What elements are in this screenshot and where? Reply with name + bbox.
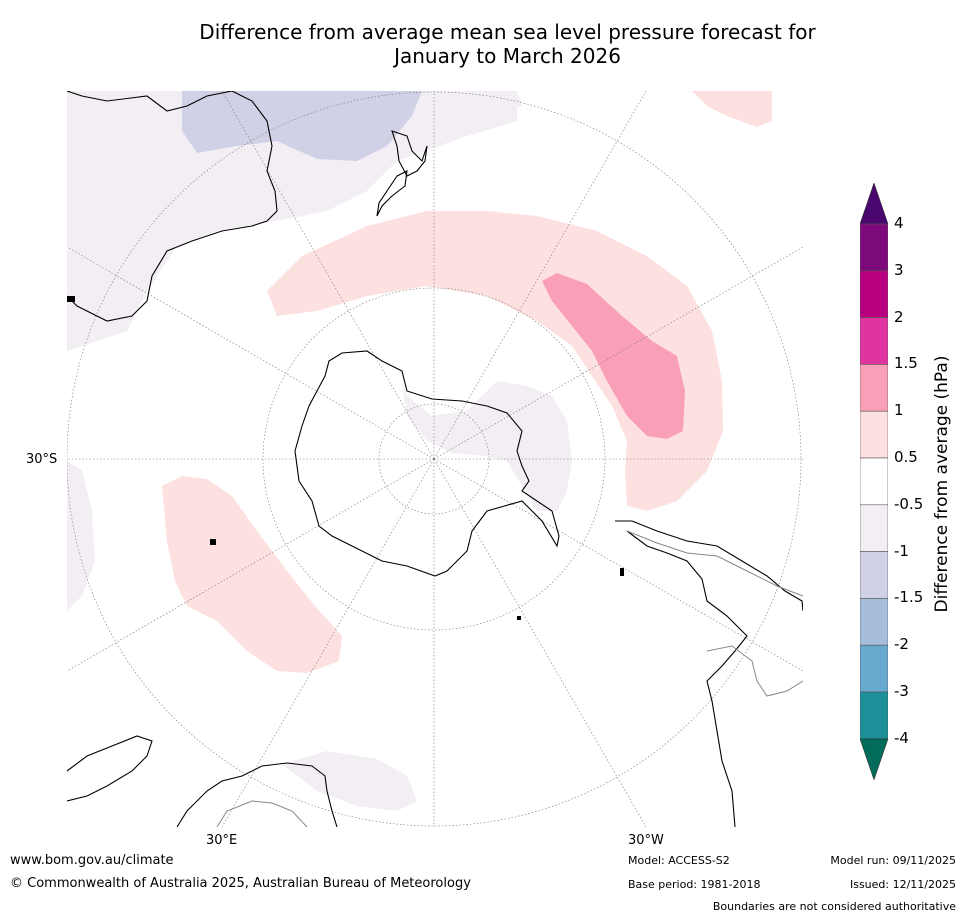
colorbar-segment-neutral — [860, 457, 888, 506]
label-lon-30e: 30°E — [206, 833, 238, 848]
colorbar-segment-c2_3 — [860, 270, 888, 318]
colorbar — [860, 183, 888, 780]
colorbar-segment-cm2_m3 — [860, 644, 888, 693]
region-pink-pacific-arc — [267, 211, 723, 511]
colorbar-segment-c3_4 — [860, 223, 888, 272]
coastline-south-america-2 — [626, 530, 748, 827]
colorbar-segment-cm1_m15 — [860, 551, 888, 599]
footer-url[interactable]: www.bom.gov.au/climate — [10, 853, 174, 868]
colorbar-tick: 1 — [894, 401, 904, 420]
footer-issued: Issued: 12/11/2025 — [849, 878, 956, 891]
colorbar-title: Difference from average (hPa) — [932, 355, 952, 613]
lat-circle-mid — [262, 287, 606, 631]
colorbar-extend-top — [860, 183, 888, 225]
colorbar-tick: 2 — [894, 307, 904, 326]
coastline-madagascar — [67, 735, 153, 802]
footer-model: Model: ACCESS-S2 — [628, 854, 730, 867]
footer-copyright: © Commonwealth of Australia 2025, Austra… — [10, 876, 471, 891]
lat-circle-inner — [378, 403, 490, 515]
region-pink-southern-atlantic — [162, 476, 342, 673]
colorbar-tick: -1 — [894, 541, 909, 560]
colorbar-segment-c15_2 — [860, 317, 888, 365]
region-lavender-australia-upper — [417, 91, 522, 116]
colorbar-segment-cm15_m2 — [860, 598, 888, 646]
region-blue-australia — [182, 91, 422, 161]
region-lavender-africa — [282, 751, 417, 811]
colorbar-tick: 4 — [894, 214, 904, 232]
coastline-new-zealand-north — [391, 130, 428, 177]
colorbar-segment-c1_15 — [860, 364, 888, 412]
colorbar-tick: -0.5 — [894, 494, 924, 513]
colorbar-segment-c05_1 — [860, 410, 888, 459]
coastline-antarctica — [294, 350, 560, 577]
colorbar-segment-cm05_m1 — [860, 504, 888, 552]
colorbar-tick: -3 — [894, 682, 909, 700]
footer-base-period: Base period: 1981-2018 — [628, 878, 761, 891]
coastline-new-zealand-south — [376, 170, 408, 217]
coastline-africa — [176, 762, 338, 827]
coastline-south-america — [615, 520, 803, 612]
coastline-australia — [67, 91, 278, 322]
colorbar-tick: -1.5 — [894, 588, 924, 607]
colorbar-tick: -4 — [894, 728, 909, 747]
label-lon-30w: 30°W — [628, 833, 664, 848]
region-lavender-west — [67, 461, 95, 611]
region-pink-ne — [692, 91, 772, 127]
colorbar-tick: 1.5 — [894, 354, 918, 373]
footer-disclaimer: Boundaries are not considered authoritat… — [712, 900, 956, 913]
footer-model-run: Model run: 09/11/2025 — [830, 854, 956, 867]
title-line-1: Difference from average mean sea level p… — [199, 20, 816, 44]
chart-title: Difference from average mean sea level p… — [0, 20, 965, 68]
region-lavender-antarctica — [402, 381, 572, 511]
borders — [216, 530, 803, 827]
lat-circle-outer — [67, 91, 802, 827]
colorbar-extend-bottom — [860, 738, 888, 780]
label-lat-30s: 30°S — [26, 452, 58, 467]
colorbar-tick: -2 — [894, 635, 909, 654]
islands — [67, 296, 624, 620]
coastlines — [67, 91, 803, 827]
region-lavender-australia — [67, 91, 517, 351]
colorbar-tick: 3 — [894, 260, 904, 279]
meridian-lines — [67, 91, 803, 827]
title-line-2: January to March 2026 — [394, 44, 621, 68]
colorbar-tick: 0.5 — [894, 448, 918, 466]
colorbar-segment-cm3_m4 — [860, 691, 888, 740]
polar-map[interactable] — [67, 91, 803, 827]
